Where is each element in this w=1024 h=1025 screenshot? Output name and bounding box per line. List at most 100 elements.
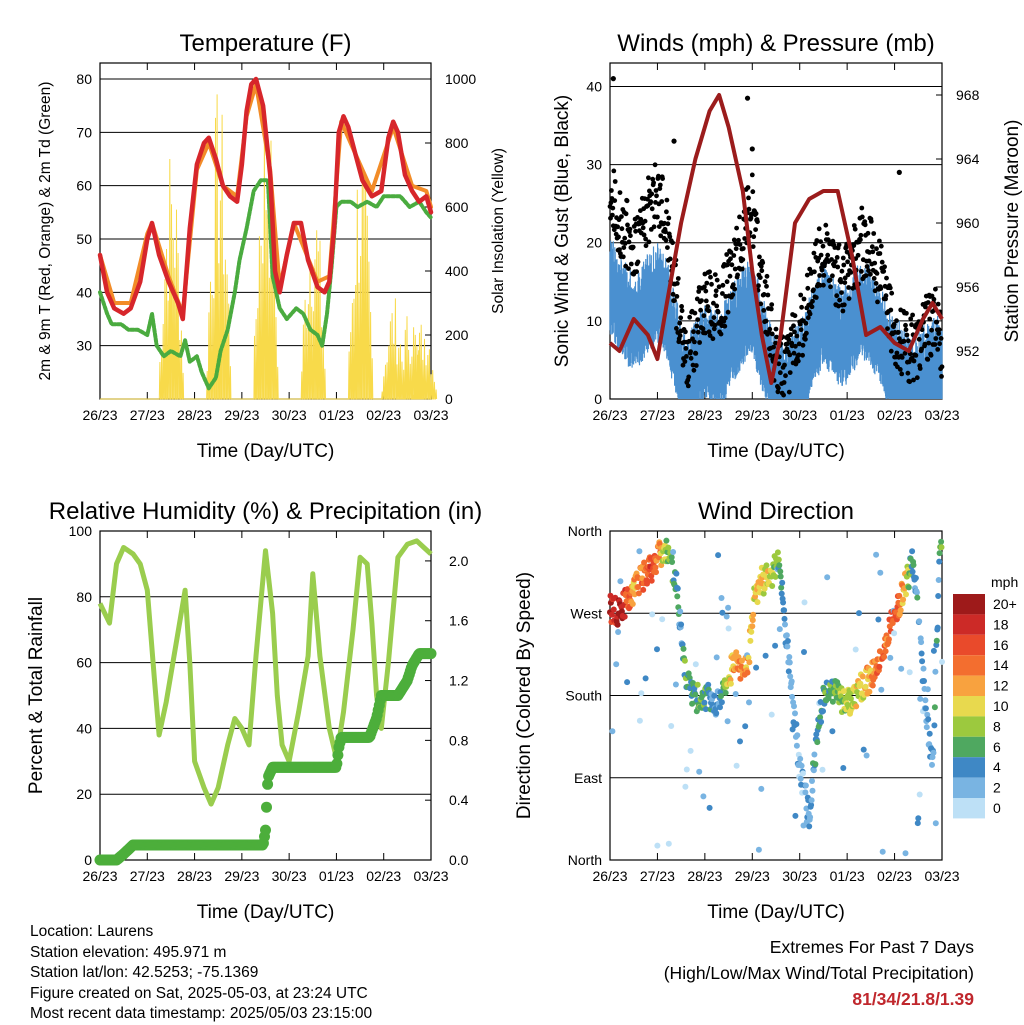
direction-point xyxy=(789,693,796,700)
gust-point xyxy=(771,344,776,350)
direction-point xyxy=(772,642,779,649)
chart-title: Winds (mph) & Pressure (mb) xyxy=(617,30,934,57)
gust-point xyxy=(610,205,616,211)
gust-point xyxy=(765,292,771,298)
gust-point xyxy=(740,246,746,251)
gust-point xyxy=(720,282,726,288)
gust-point xyxy=(757,275,763,280)
x-tick-label: 03/23 xyxy=(413,868,448,884)
gust-point xyxy=(911,377,916,383)
gust-point xyxy=(656,173,661,179)
y-tick-label: 0 xyxy=(594,391,602,407)
gust-point xyxy=(643,243,649,249)
gust-point xyxy=(716,284,722,290)
gust-point xyxy=(939,374,944,379)
direction-point xyxy=(916,791,923,798)
direction-point xyxy=(910,562,917,568)
y2-tick-label: 0.0 xyxy=(449,852,469,868)
gust-point xyxy=(683,346,689,351)
direction-point xyxy=(814,739,821,746)
direction-point xyxy=(798,762,805,769)
gust-point xyxy=(665,245,670,251)
gust-point xyxy=(799,304,804,310)
legend-swatch xyxy=(953,655,985,676)
gust-point xyxy=(891,322,897,327)
gust-point xyxy=(767,353,773,358)
gust-point xyxy=(686,374,692,380)
gust-point xyxy=(711,315,717,320)
gust-point xyxy=(611,168,617,174)
gust-point xyxy=(927,316,933,322)
x-tick-label: 26/23 xyxy=(592,407,627,423)
gust-point xyxy=(679,304,684,309)
direction-point xyxy=(747,637,754,644)
direction-point xyxy=(677,608,684,615)
gust-point xyxy=(621,245,627,251)
direction-point xyxy=(932,668,939,675)
direction-point xyxy=(879,848,886,855)
legend-label: 16 xyxy=(993,637,1009,653)
gust-point xyxy=(627,226,633,232)
x-axis-label: Time (Day/UTC) xyxy=(197,902,335,923)
direction-point xyxy=(873,551,880,558)
direction-point xyxy=(878,686,885,693)
gust-point xyxy=(824,231,830,237)
gust-point xyxy=(821,273,827,278)
gust-point xyxy=(877,251,883,256)
rain-point xyxy=(331,758,343,770)
gust-point xyxy=(858,237,863,243)
direction-point xyxy=(746,659,753,666)
direction-point xyxy=(877,569,884,576)
gust-point xyxy=(851,243,857,249)
legend-label: 2 xyxy=(993,780,1001,796)
gust-point xyxy=(680,362,686,368)
direction-point xyxy=(922,705,929,712)
direction-point xyxy=(609,728,616,735)
x-tick-label: 26/23 xyxy=(592,868,627,884)
direction-point xyxy=(679,641,686,648)
chart-title: Wind Direction xyxy=(698,498,854,525)
direction-point xyxy=(938,544,945,551)
gust-point xyxy=(679,308,685,314)
direction-point xyxy=(615,629,622,635)
direction-point xyxy=(725,604,732,611)
gust-point xyxy=(691,367,697,373)
direction-point xyxy=(926,730,933,737)
gust-point xyxy=(736,237,741,243)
panel-winds: Winds (mph) & Pressure (mb) Time (Day/UTC… xyxy=(552,30,1023,462)
legend-title: mph xyxy=(991,574,1018,590)
direction-point xyxy=(869,682,876,689)
gust-point xyxy=(667,256,673,262)
direction-point xyxy=(668,723,675,729)
gust-point xyxy=(916,336,922,342)
y-tick-label: 0 xyxy=(84,852,92,868)
gust-point xyxy=(855,252,861,258)
gust-point xyxy=(694,323,700,329)
direction-point xyxy=(857,680,864,687)
gust-point xyxy=(838,279,844,285)
direction-point xyxy=(781,607,788,614)
gust-point xyxy=(617,247,622,253)
direction-point xyxy=(906,669,913,676)
pressure-series xyxy=(608,93,944,385)
gust-point xyxy=(913,353,919,358)
gust-point xyxy=(917,366,923,371)
gust-point xyxy=(612,198,618,204)
x-tick-label: 03/23 xyxy=(413,407,448,423)
direction-point xyxy=(624,679,631,686)
gust-point xyxy=(727,273,733,279)
direction-point xyxy=(930,749,937,756)
direction-point xyxy=(640,586,647,593)
direction-point xyxy=(788,678,795,685)
gust-point xyxy=(761,292,767,297)
gust-point xyxy=(830,273,835,279)
legend-swatch xyxy=(953,634,985,656)
gust-point xyxy=(841,302,847,308)
gust-point xyxy=(764,273,770,279)
gust-point xyxy=(794,333,800,339)
direction-point xyxy=(654,842,661,849)
y2-tick-label: 952 xyxy=(956,343,980,359)
direction-point xyxy=(678,621,685,628)
gust-point xyxy=(664,197,670,203)
